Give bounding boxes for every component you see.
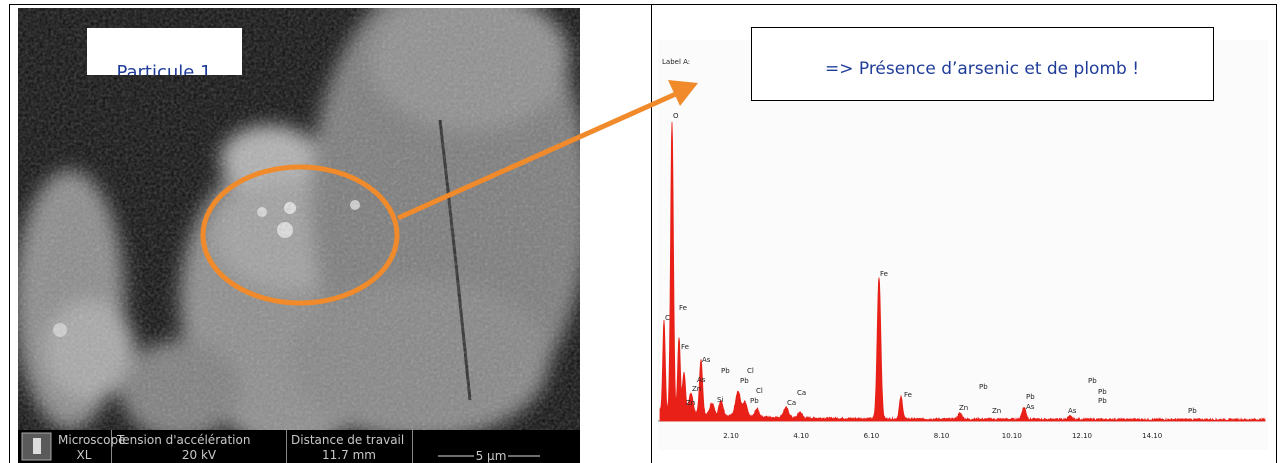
x-axis-label: 12.10	[1072, 432, 1092, 440]
x-axis-label: 10.10	[1002, 432, 1022, 440]
info-label: Tension d'accélération	[116, 433, 250, 447]
peak-label: Fe	[904, 391, 912, 399]
peak-label: Cl	[756, 387, 763, 395]
spectrum-trace	[659, 121, 1266, 423]
microscope-icon	[21, 432, 52, 461]
peak-label: Pb	[721, 367, 730, 375]
callout-box	[751, 27, 1214, 101]
peak-label: Pb	[1098, 397, 1107, 405]
info-value: 20 kV	[182, 448, 217, 462]
peak-label: Pb	[740, 377, 749, 385]
info-value: 11.7 mm	[322, 448, 376, 462]
sem-image	[18, 8, 580, 430]
peak-label: As	[697, 376, 706, 384]
peak-label: Ca	[787, 399, 796, 407]
scale-label: 5 µm	[476, 449, 507, 463]
caption: Particule 1	[116, 62, 211, 83]
peak-label: Fe	[681, 343, 689, 351]
x-axis-label: 4.10	[793, 432, 809, 440]
x-axis-label: 14.10	[1142, 432, 1162, 440]
scale-gap	[474, 450, 508, 462]
x-axis-label: 2.10	[723, 432, 739, 440]
peak-label: Pb	[1098, 388, 1107, 396]
peak-label: As	[1068, 407, 1077, 415]
peak-label: O	[673, 112, 679, 120]
peak-label: Zn	[992, 407, 1001, 415]
info-value: XL	[77, 448, 92, 462]
peak-label: As	[1026, 403, 1035, 411]
spectrum-bg	[658, 40, 1268, 450]
peak-label: Zn	[692, 385, 701, 393]
peak-label: As	[702, 356, 711, 364]
peak-label: Pb	[750, 397, 759, 405]
peak-label: Si	[717, 396, 723, 404]
peak-label: Pb	[979, 383, 988, 391]
arrow-shaft	[396, 90, 680, 221]
peak-label: Fe	[880, 270, 888, 278]
peak-label: C	[665, 314, 670, 322]
info-label: Distance de travail	[291, 433, 404, 447]
icon-detail	[33, 438, 41, 454]
spectrum-label: Label A:	[662, 58, 690, 66]
callout: => Présence d’arsenic et de plomb !	[825, 59, 1139, 79]
caption-box	[87, 28, 242, 75]
x-axis-label: 6.10	[864, 432, 880, 440]
peak-label: Zn	[959, 404, 968, 412]
peak-label: Ca	[797, 389, 806, 397]
info-label: Microscope	[58, 433, 126, 447]
peak-label: Pb	[1088, 377, 1097, 385]
peak-label: Pb	[1188, 407, 1197, 415]
arrow-head	[668, 80, 698, 106]
peak-label: Cl	[747, 367, 754, 375]
peak-label: Zn	[686, 399, 695, 407]
peak-label: Fe	[679, 304, 687, 312]
x-axis-label: 8.10	[934, 432, 950, 440]
peak-label: Pb	[1026, 393, 1035, 401]
table-border	[9, 4, 1277, 463]
highlight-ellipse	[200, 164, 400, 306]
